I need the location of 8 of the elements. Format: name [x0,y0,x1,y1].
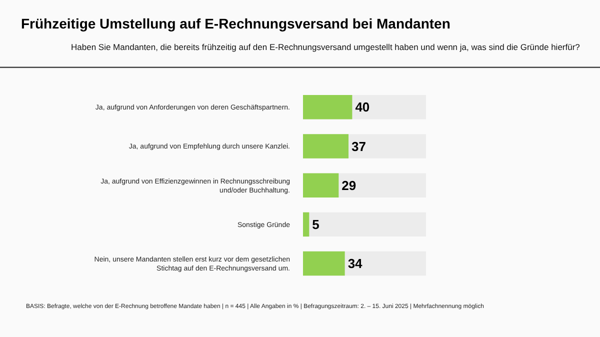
data-label: 5 [312,216,320,232]
data-label: 37 [352,138,366,154]
chart-subtitle: Haben Sie Mandanten, die bereits frühzeitig auf den E-Rechnungsversand umgestellt haben und wenn ja, was sind die Gründe hierfür? [71,42,580,52]
data-label: 40 [355,100,370,115]
data-label: 34 [348,256,364,272]
bar [303,212,310,237]
chart-title: Frühzeitige Umstellung auf E-Rechnungsversand bei Mandanten [21,15,450,32]
data-label: 29 [342,178,356,193]
